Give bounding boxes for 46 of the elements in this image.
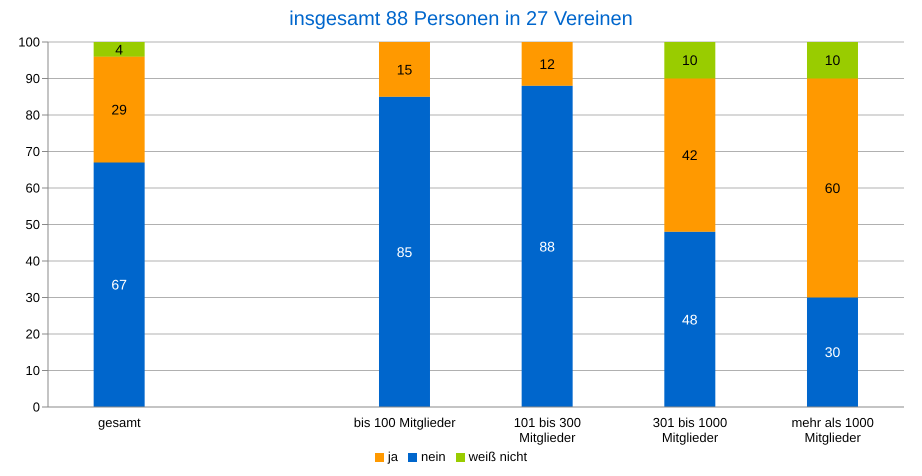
- data-label: 15: [396, 61, 412, 78]
- y-tick-label: 40: [26, 254, 40, 269]
- x-tick-label: mehr als 1000 Mitglieder: [791, 415, 874, 445]
- data-label: 10: [824, 52, 840, 68]
- bar: [664, 232, 716, 407]
- bar: [94, 56, 145, 162]
- bar: [522, 86, 573, 407]
- data-label: 29: [111, 101, 128, 118]
- bar: [664, 78, 716, 232]
- y-tick-label: 70: [26, 144, 40, 160]
- data-label: 88: [539, 238, 556, 254]
- data-label: 48: [682, 311, 698, 328]
- y-tick-label: 100: [18, 34, 40, 50]
- data-label: 42: [682, 147, 698, 164]
- y-tick-label: 80: [26, 108, 40, 123]
- data-label: 30: [824, 344, 840, 360]
- legend-label: nein: [421, 449, 446, 464]
- x-tick-label: 101 bis 300 Mitglieder: [514, 415, 581, 445]
- y-tick-label: 30: [26, 290, 40, 306]
- bar: [806, 78, 858, 298]
- legend-label: ja: [388, 449, 398, 464]
- data-label: 12: [539, 56, 556, 72]
- y-tick-label: 60: [26, 180, 40, 196]
- y-tick-label: 10: [26, 363, 40, 378]
- y-tick-label: 0: [32, 400, 40, 415]
- bar: [664, 42, 716, 78]
- y-tick-label: 90: [26, 71, 40, 86]
- data-label: 4: [115, 41, 124, 58]
- legend-label: weiß nicht: [468, 449, 528, 464]
- data-label: 60: [824, 180, 840, 196]
- text: insgesamt 88 Personen in 27 Vereinen: [288, 8, 634, 32]
- bar: [94, 162, 145, 407]
- data-label: 67: [111, 276, 128, 293]
- y-tick-label: 20: [26, 326, 40, 342]
- bar: [806, 42, 858, 78]
- data-label: 10: [682, 52, 698, 68]
- bar: [94, 42, 145, 57]
- x-tick-label: bis 100 Mitglieder: [354, 415, 456, 430]
- x-tick-label: 301 bis 1000 Mitglieder: [652, 415, 728, 445]
- data-label: 85: [396, 244, 412, 260]
- x-tick-label: gesamt: [98, 415, 142, 430]
- bar: [522, 42, 573, 86]
- bar: [806, 298, 858, 407]
- bar: [378, 42, 430, 97]
- y-tick-label: 50: [26, 217, 40, 232]
- bar: [378, 96, 430, 407]
